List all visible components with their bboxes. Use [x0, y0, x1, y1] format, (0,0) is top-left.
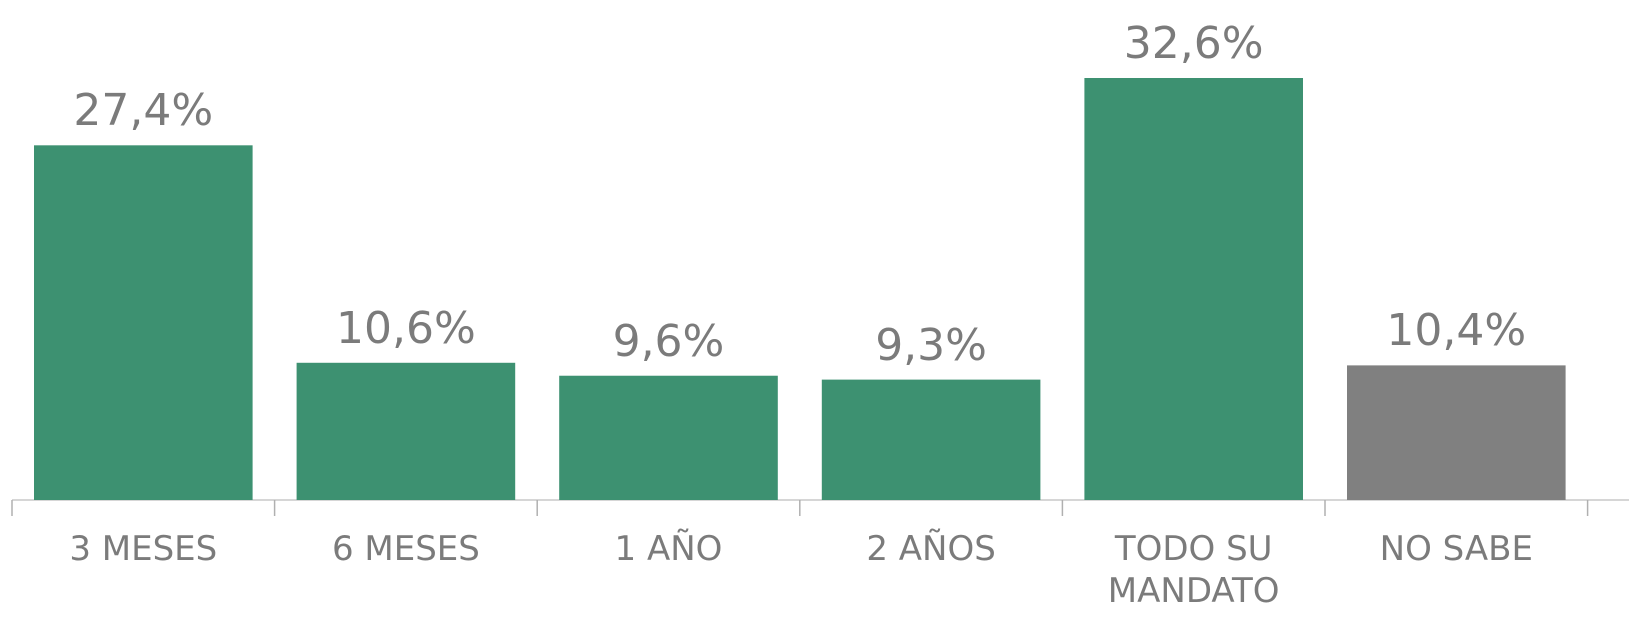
bar [34, 145, 253, 501]
x-tick-label: 2 AÑOS [866, 529, 996, 569]
value-label: 10,6% [336, 302, 476, 354]
bar [559, 375, 778, 500]
x-tick-label: 3 MESES [69, 529, 218, 569]
value-label: 9,3% [875, 319, 987, 371]
x-tick-label: 1 AÑO [614, 529, 723, 569]
value-label: 10,4% [1386, 305, 1527, 357]
value-label: 27,4% [73, 85, 214, 137]
bar [1347, 365, 1566, 500]
bar [296, 362, 516, 500]
bar [821, 379, 1041, 500]
x-tick-label: NO SABE [1379, 529, 1533, 569]
value-label: 9,6% [612, 315, 725, 367]
x-tick-label: TODO SU MANDATO [1107, 529, 1280, 611]
x-tick-label: 6 MESES [331, 529, 480, 569]
value-label: 32,6% [1123, 18, 1264, 69]
bar [1084, 78, 1303, 500]
